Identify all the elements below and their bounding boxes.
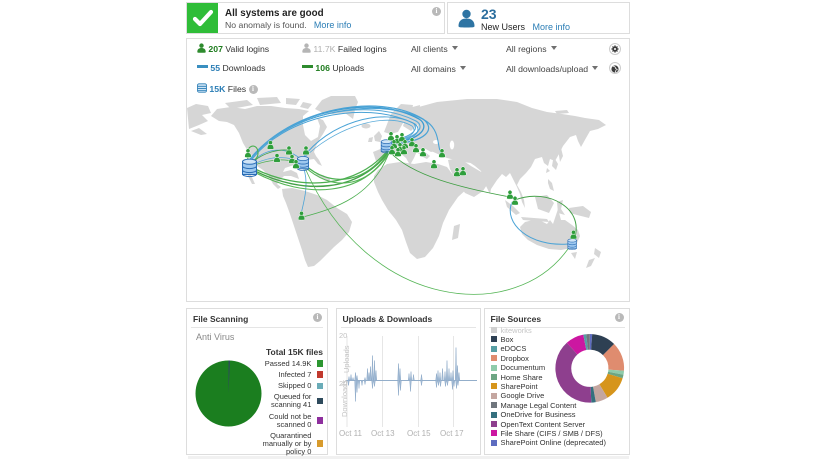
svg-text:Oct 11: Oct 11 [339, 429, 363, 438]
svg-text:Oct 15: Oct 15 [407, 429, 431, 438]
svg-text:20: 20 [339, 379, 347, 388]
svg-text:Uploads: Uploads [342, 345, 351, 373]
svg-text:20: 20 [339, 331, 347, 340]
svg-text:Oct 17: Oct 17 [440, 429, 464, 438]
svg-text:Downloads: Downloads [340, 379, 349, 416]
svg-text:Oct 13: Oct 13 [371, 429, 395, 438]
